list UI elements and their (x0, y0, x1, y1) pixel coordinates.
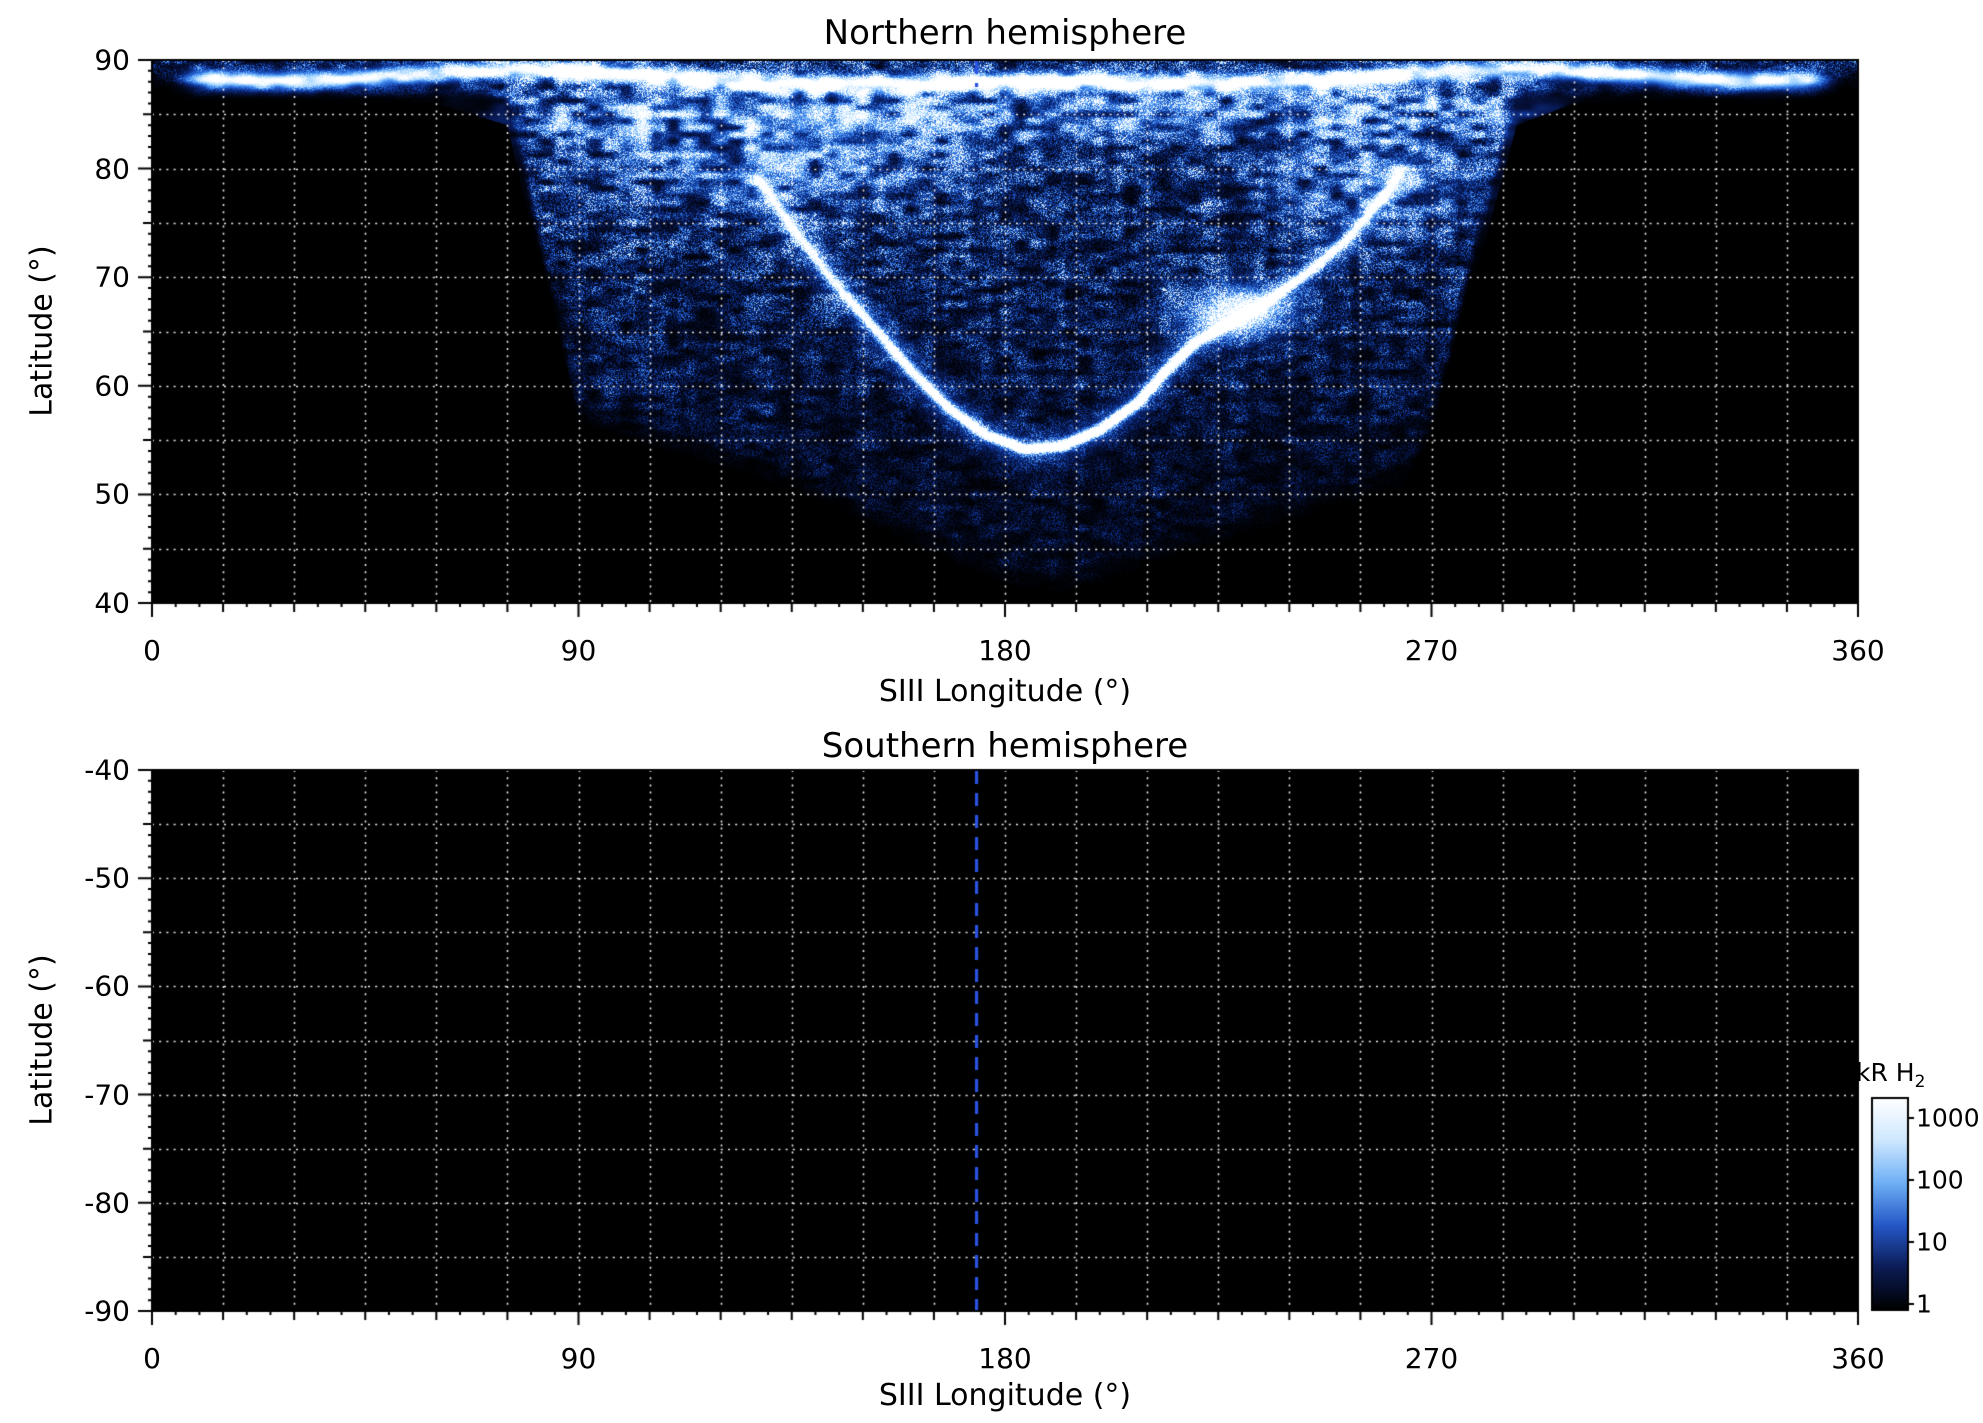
x-tick-label: 270 (1404, 634, 1459, 667)
south-yaxis-label: Latitude (°) (24, 954, 60, 1126)
south-xaxis-label: SIII Longitude (°) (878, 1378, 1132, 1413)
north-panel-title: Northern hemisphere (823, 13, 1187, 53)
x-tick-label: 360 (1831, 634, 1885, 667)
x-tick-label: 270 (1404, 1342, 1459, 1375)
colorbar-tick-label: 1000 (1916, 1103, 1980, 1133)
x-tick-label: 0 (143, 1342, 161, 1375)
colorbar-unit-subscript: 2 (1914, 1072, 1926, 1092)
y-tick-label: 50 (94, 477, 130, 511)
y-tick-label: -90 (84, 1294, 130, 1328)
y-tick-label: 90 (94, 43, 130, 77)
y-tick-label: 80 (94, 152, 130, 186)
x-tick-label: 90 (560, 1342, 597, 1375)
north-yaxis-label: Latitude (°) (24, 245, 60, 417)
y-tick-label: 40 (94, 586, 130, 620)
x-tick-label: 180 (978, 1342, 1032, 1375)
colorbar-unit-text: kR H (1856, 1058, 1915, 1087)
x-tick-label: 0 (143, 634, 161, 667)
colorbar-unit-label: kR H2 (1856, 1058, 1925, 1092)
x-tick-label: 180 (978, 634, 1032, 667)
y-tick-label: 70 (94, 260, 130, 294)
colorbar-tick-label: 10 (1916, 1227, 1948, 1257)
y-tick-label: -60 (84, 969, 130, 1003)
y-tick-label: -50 (84, 861, 130, 895)
y-tick-label: 60 (94, 369, 130, 403)
y-tick-label: -40 (84, 753, 130, 787)
y-tick-label: -80 (84, 1186, 130, 1220)
south-panel-title: Southern hemisphere (821, 726, 1189, 766)
colorbar-tick-label: 1 (1916, 1289, 1932, 1319)
colorbar-tick-label: 100 (1916, 1165, 1964, 1195)
y-tick-label: -70 (84, 1078, 130, 1112)
north-xaxis-label: SIII Longitude (°) (878, 674, 1132, 709)
x-tick-label: 360 (1831, 1342, 1885, 1375)
x-tick-label: 90 (560, 634, 597, 667)
